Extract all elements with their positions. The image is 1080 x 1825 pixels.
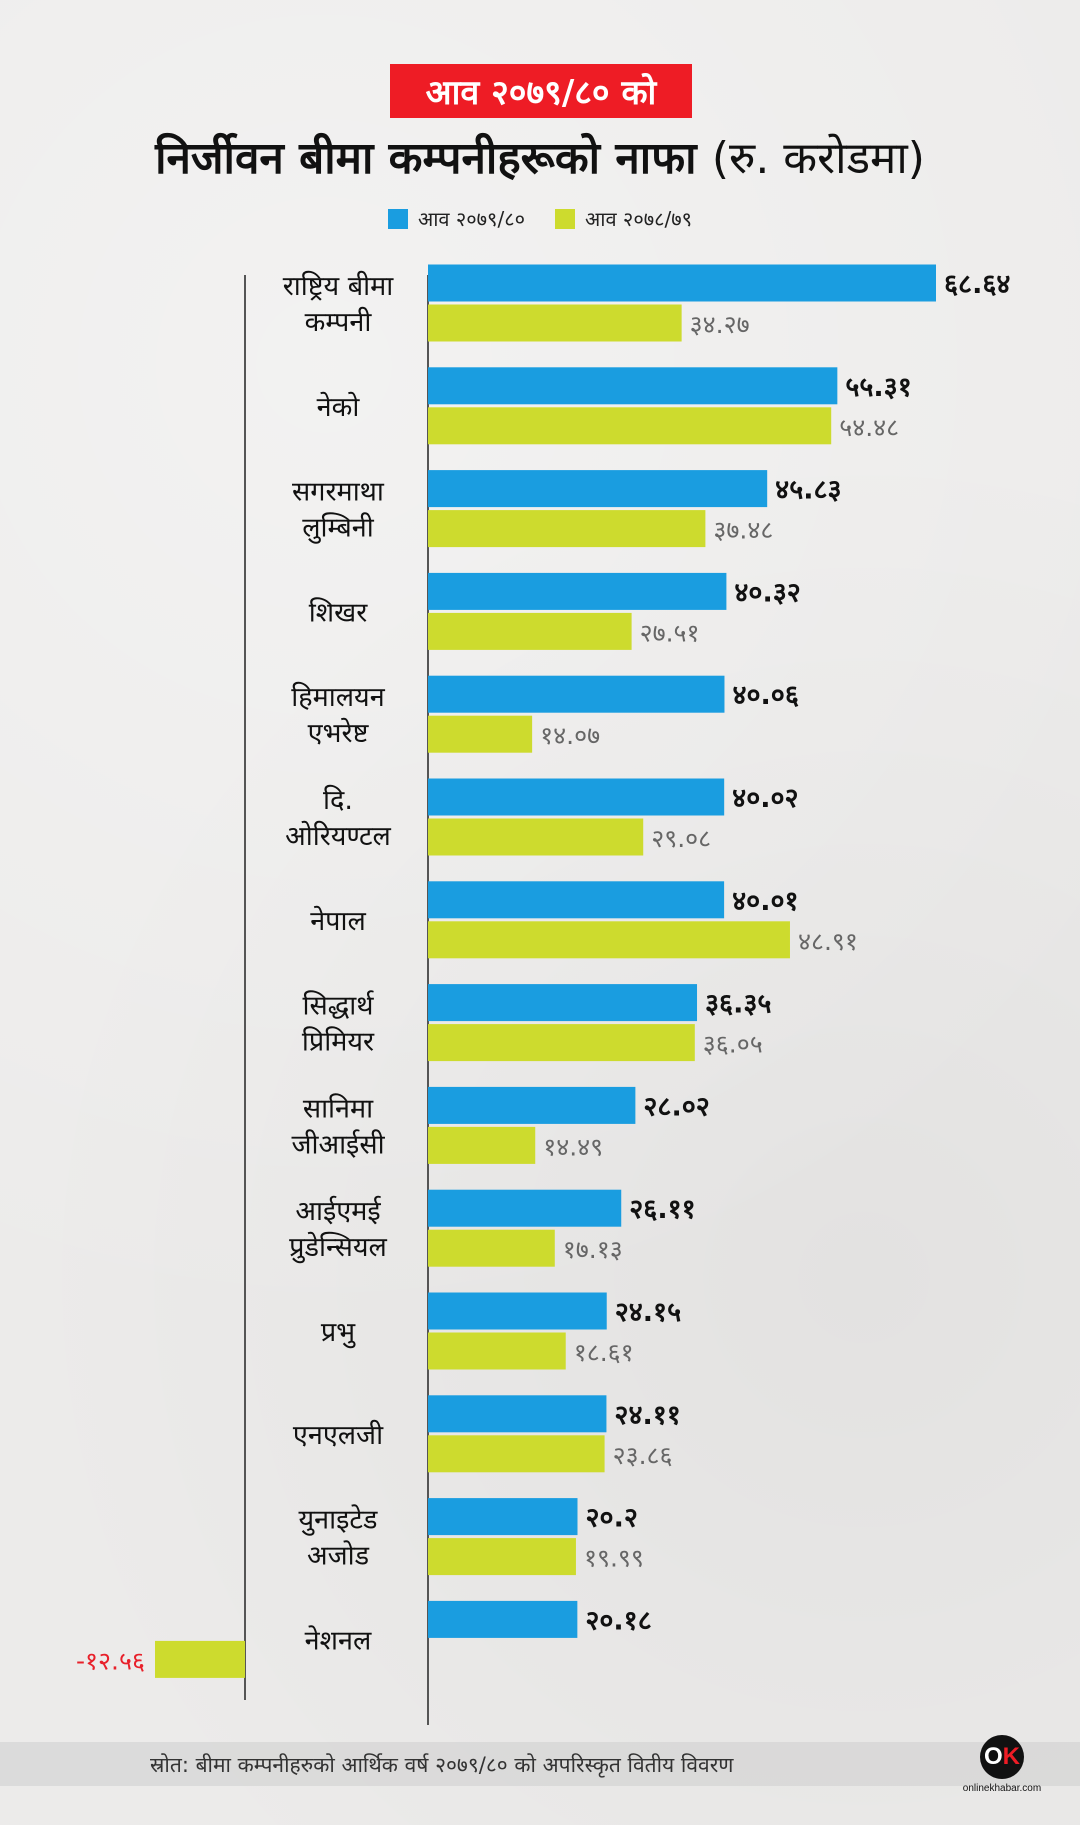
category-label: जीआईसी [291, 1128, 385, 1160]
category-label: सानिमा [303, 1092, 374, 1124]
value-label-current: ४५.८३ [775, 475, 841, 506]
category-label: दि. [323, 784, 353, 816]
value-label-current: ४०.०६ [732, 680, 798, 711]
category-label: अजोड [307, 1540, 370, 1572]
bar-previous [428, 921, 790, 959]
category-label: लुम्बिनी [302, 512, 374, 545]
bar-current [428, 264, 936, 302]
category-label: प्रभु [321, 1317, 356, 1349]
legend-swatch-previous [555, 208, 575, 229]
value-label-current: २८.०२ [643, 1091, 709, 1122]
bar-current [428, 984, 698, 1022]
value-label-previous: १८.६१ [574, 1338, 634, 1367]
source-note: स्रोत: बीमा कम्पनीहरुको आर्थिक वर्ष २०७९… [150, 1753, 734, 1777]
value-label-previous: २३.८६ [613, 1441, 673, 1470]
bar-previous [428, 715, 533, 753]
category-label: एभरेष्ट [308, 717, 370, 749]
bar-current [428, 1189, 622, 1227]
value-label-current: ४०.३२ [734, 577, 800, 608]
value-label-current: २४.१५ [615, 1297, 681, 1328]
category-label: शिखर [309, 596, 368, 628]
category-label: प्रिमियर [302, 1026, 375, 1058]
value-label-current: २०.१८ [585, 1605, 651, 1636]
category-label: आईएमई [295, 1195, 381, 1227]
category-label: प्रुडेन्सियल [289, 1231, 387, 1264]
chart-title: निर्जीवन बीमा कम्पनीहरूको नाफा (रु. करोड… [0, 126, 1080, 186]
bar-current [428, 1292, 607, 1330]
value-label-previous-negative: -१२.५६ [76, 1646, 145, 1675]
value-label-previous: ४८.९१ [798, 927, 858, 956]
value-label-previous: १४.०७ [540, 721, 600, 750]
category-label: नेपाल [310, 905, 366, 937]
bar-previous [428, 1538, 576, 1576]
legend-item-current: आव २०७९/८० [387, 205, 525, 232]
legend-label-previous: आव २०७८/७९ [585, 207, 693, 231]
bar-previous [428, 818, 644, 856]
value-label-current: २०.२ [585, 1503, 637, 1534]
category-label: हिमालयन [291, 681, 385, 713]
bar-current [428, 1086, 636, 1124]
category-label: ओरियण्टल [285, 820, 391, 852]
bar-current [428, 1395, 607, 1433]
value-label-current: ६८.६४ [944, 269, 1010, 300]
value-label-current: २४.११ [614, 1400, 680, 1431]
value-label-previous: ३४.२७ [690, 310, 750, 339]
bar-current [428, 1498, 578, 1536]
footer-band [0, 1742, 1080, 1786]
bar-previous [428, 1332, 566, 1370]
bar-previous [428, 612, 632, 650]
value-label-previous: १४.४९ [543, 1132, 603, 1161]
value-label-current: ५५.३१ [845, 372, 911, 403]
bar-current [428, 572, 727, 610]
value-label-previous: ३७.४८ [713, 516, 773, 545]
category-label: एनएलजी [293, 1419, 384, 1451]
value-label-previous: ३६.०५ [703, 1030, 763, 1059]
value-label-current: ३६.३५ [705, 989, 771, 1020]
bar-current [428, 367, 838, 405]
category-label: कम्पनी [305, 306, 373, 338]
bar-previous [428, 1435, 605, 1473]
chart-title-unit: (रु. करोडमा) [711, 133, 925, 184]
bar-current [428, 1600, 578, 1638]
bar-previous [428, 1229, 555, 1267]
value-label-current: ४०.०१ [732, 886, 798, 917]
legend: आव २०७९/८० आव २०७८/७९ [0, 205, 1080, 232]
subtitle-badge: आव २०७९/८० को [390, 64, 692, 118]
legend-label-current: आव २०७९/८० [417, 207, 525, 231]
legend-item-previous: आव २०७८/७९ [555, 205, 692, 232]
bar-previous [428, 407, 832, 445]
value-label-previous: १७.१३ [563, 1235, 623, 1264]
bar-current [428, 470, 768, 508]
value-label-previous: ५४.४८ [839, 413, 899, 442]
category-label: नेशनल [305, 1624, 372, 1656]
bar-previous [428, 510, 706, 548]
category-label: सगरमाथा [292, 477, 385, 508]
bar-previous-negative [155, 1640, 245, 1678]
bar-previous [428, 1126, 536, 1164]
bar-previous [428, 1024, 695, 1062]
category-label: सिद्धार्थ [302, 990, 374, 1022]
value-label-previous: २९.०८ [651, 824, 711, 853]
category-label: राष्ट्रिय बीमा [283, 270, 395, 302]
bar-chart: राष्ट्रिय बीमा कम्पनी ६८.६४ ३४.२७ नेको ५५.३१ ५… [76, 264, 1010, 1725]
subtitle-text: आव २०७९/८० को [425, 73, 657, 113]
category-label: युनाइटेड [299, 1504, 379, 1537]
bar-previous [428, 304, 682, 342]
bar-current [428, 675, 725, 713]
value-label-previous: २७.५१ [640, 618, 700, 647]
value-label-current: २६.११ [629, 1194, 695, 1225]
bar-current [428, 778, 725, 816]
logo-text: onlinekhabar.com [962, 1783, 1042, 1794]
value-label-previous: १९.९९ [584, 1544, 644, 1573]
bar-current [428, 881, 725, 919]
category-label: नेको [317, 391, 361, 423]
chart-title-main: निर्जीवन बीमा कम्पनीहरूको नाफा [155, 133, 697, 184]
legend-swatch-current [387, 208, 408, 229]
value-label-current: ४०.०२ [732, 783, 798, 814]
